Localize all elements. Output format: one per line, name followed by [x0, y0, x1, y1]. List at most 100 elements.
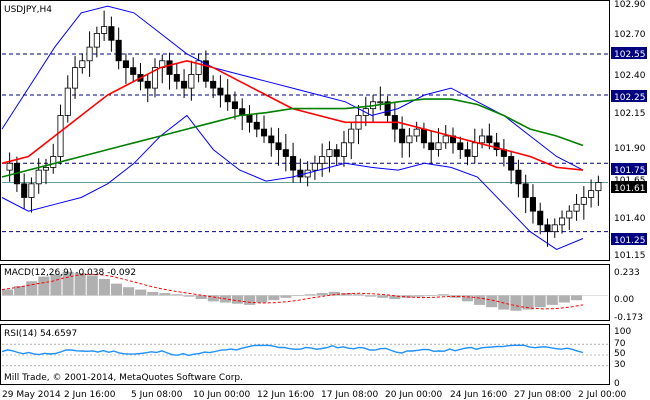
macd-histogram-bar	[183, 295, 195, 297]
level-tag: 102.55	[614, 50, 646, 60]
candle-body	[50, 156, 57, 168]
level-tag-bg	[611, 163, 647, 175]
candle-body	[464, 149, 471, 157]
level-tag: 102.25	[614, 93, 646, 103]
level-tag: 101.75	[614, 166, 646, 176]
macd-histogram-bar	[14, 286, 26, 296]
ma-slow-line	[1, 98, 584, 178]
candle-body	[217, 87, 224, 96]
candle-body	[573, 203, 580, 212]
macd-histogram-bar	[147, 291, 159, 296]
rsi-axis-label: 100	[614, 327, 631, 337]
macd-histogram-bar	[171, 294, 183, 296]
rsi-title: RSI(14) 54.6597	[4, 329, 77, 339]
rsi-axis-label: 0	[614, 379, 620, 389]
candle-body	[508, 156, 515, 171]
candle-body	[311, 162, 318, 171]
candle-body	[558, 217, 566, 226]
candle-body	[166, 60, 173, 75]
candle-body	[566, 210, 573, 219]
level-tags: 102.55 102.25 101.75 101.25 101.61	[611, 47, 647, 246]
macd-panel	[1, 271, 608, 311]
candle-body	[21, 183, 28, 198]
candle-body	[420, 128, 427, 144]
macd-histogram-bar	[195, 295, 207, 299]
candle-body	[268, 135, 275, 144]
macd-histogram-bar	[280, 295, 292, 298]
macd-histogram-bar	[377, 295, 389, 298]
time-axis-label: 10 Jun 00:00	[193, 390, 250, 400]
main-panel	[1, 5, 608, 250]
candle-body	[210, 80, 217, 89]
candle-body	[253, 121, 260, 130]
macd-histogram-bar	[328, 291, 340, 296]
candle-body	[130, 67, 137, 75]
time-axis-label: 27 Jun 08:00	[514, 390, 571, 400]
time-axis-label: 17 Jun 08:00	[321, 390, 378, 400]
candle-body	[282, 149, 289, 157]
candle-body	[551, 224, 558, 233]
time-axis-label: 2 Jul 00:00	[578, 390, 627, 400]
macd-histogram-bar	[231, 295, 244, 304]
candle-body	[195, 60, 202, 75]
candle-body	[493, 142, 500, 151]
price-axis-label: 102.40	[614, 71, 646, 81]
macd-histogram-bar	[135, 289, 147, 296]
watermark: Mill Trade, © 2001-2014, MetaQuotes Soft…	[4, 373, 243, 383]
macd-histogram-bar	[207, 295, 219, 302]
candle-body	[42, 167, 50, 171]
candle-body	[471, 142, 478, 157]
candle-body	[406, 135, 413, 144]
candle-body	[101, 26, 108, 34]
current-price-tag-bg	[611, 181, 647, 193]
macd-histogram-bar	[62, 271, 74, 296]
price-axis-label: 102.90	[614, 0, 646, 10]
bollinger-lower-line	[1, 114, 584, 250]
candle-body	[333, 149, 340, 157]
candle-body	[537, 210, 544, 226]
macd-histogram-bar	[256, 295, 268, 303]
candle-body	[595, 182, 602, 192]
rsi-panel-frame	[0, 324, 610, 385]
candle-body	[72, 67, 79, 89]
candle-body	[297, 169, 304, 178]
macd-axis: 0.233 0.00 -0.173	[614, 268, 643, 323]
candle-body	[399, 128, 406, 144]
macd-histogram-bar	[570, 295, 582, 301]
rsi-line	[1, 344, 584, 357]
candle-body	[108, 26, 115, 41]
chart-title: USDJPY,H4	[4, 5, 52, 15]
price-axis-label: 101.40	[614, 214, 646, 224]
macd-histogram-bar	[38, 276, 50, 296]
candle-body	[326, 149, 333, 157]
rsi-axis: 100 70 50 30 0	[614, 327, 631, 389]
rsi-panel	[1, 343, 608, 367]
macd-axis-label: -0.173	[614, 313, 643, 323]
candle-body	[181, 80, 188, 89]
macd-histogram-bar	[26, 281, 38, 296]
level-tag: 101.25	[614, 236, 646, 246]
price-axis-label: 102.70	[614, 30, 646, 40]
candle-body	[64, 87, 71, 116]
candle-body	[290, 156, 297, 171]
candle-body	[479, 135, 486, 144]
candle-body	[224, 94, 231, 103]
macd-axis-label: 0.233	[614, 268, 640, 278]
candle-body	[231, 101, 238, 110]
time-axis-label: 12 Jun 16:00	[257, 390, 314, 400]
macd-histogram-bar	[474, 295, 486, 305]
macd-histogram-bar	[546, 295, 558, 305]
bollinger-upper-line	[1, 5, 584, 171]
macd-histogram-bar	[353, 294, 365, 296]
rsi-axis-label: 30	[614, 360, 626, 370]
macd-histogram-bar	[389, 295, 401, 299]
time-axis-label: 29 May 2014	[2, 390, 61, 400]
macd-histogram-bar	[110, 283, 123, 296]
level-tag-bg	[611, 90, 647, 102]
candle-body	[151, 67, 159, 89]
candle-body	[144, 80, 151, 89]
candle-body	[522, 183, 529, 198]
rsi-axis-label: 50	[614, 349, 626, 359]
macd-histogram-bar	[449, 295, 461, 298]
candle-body	[457, 142, 464, 151]
